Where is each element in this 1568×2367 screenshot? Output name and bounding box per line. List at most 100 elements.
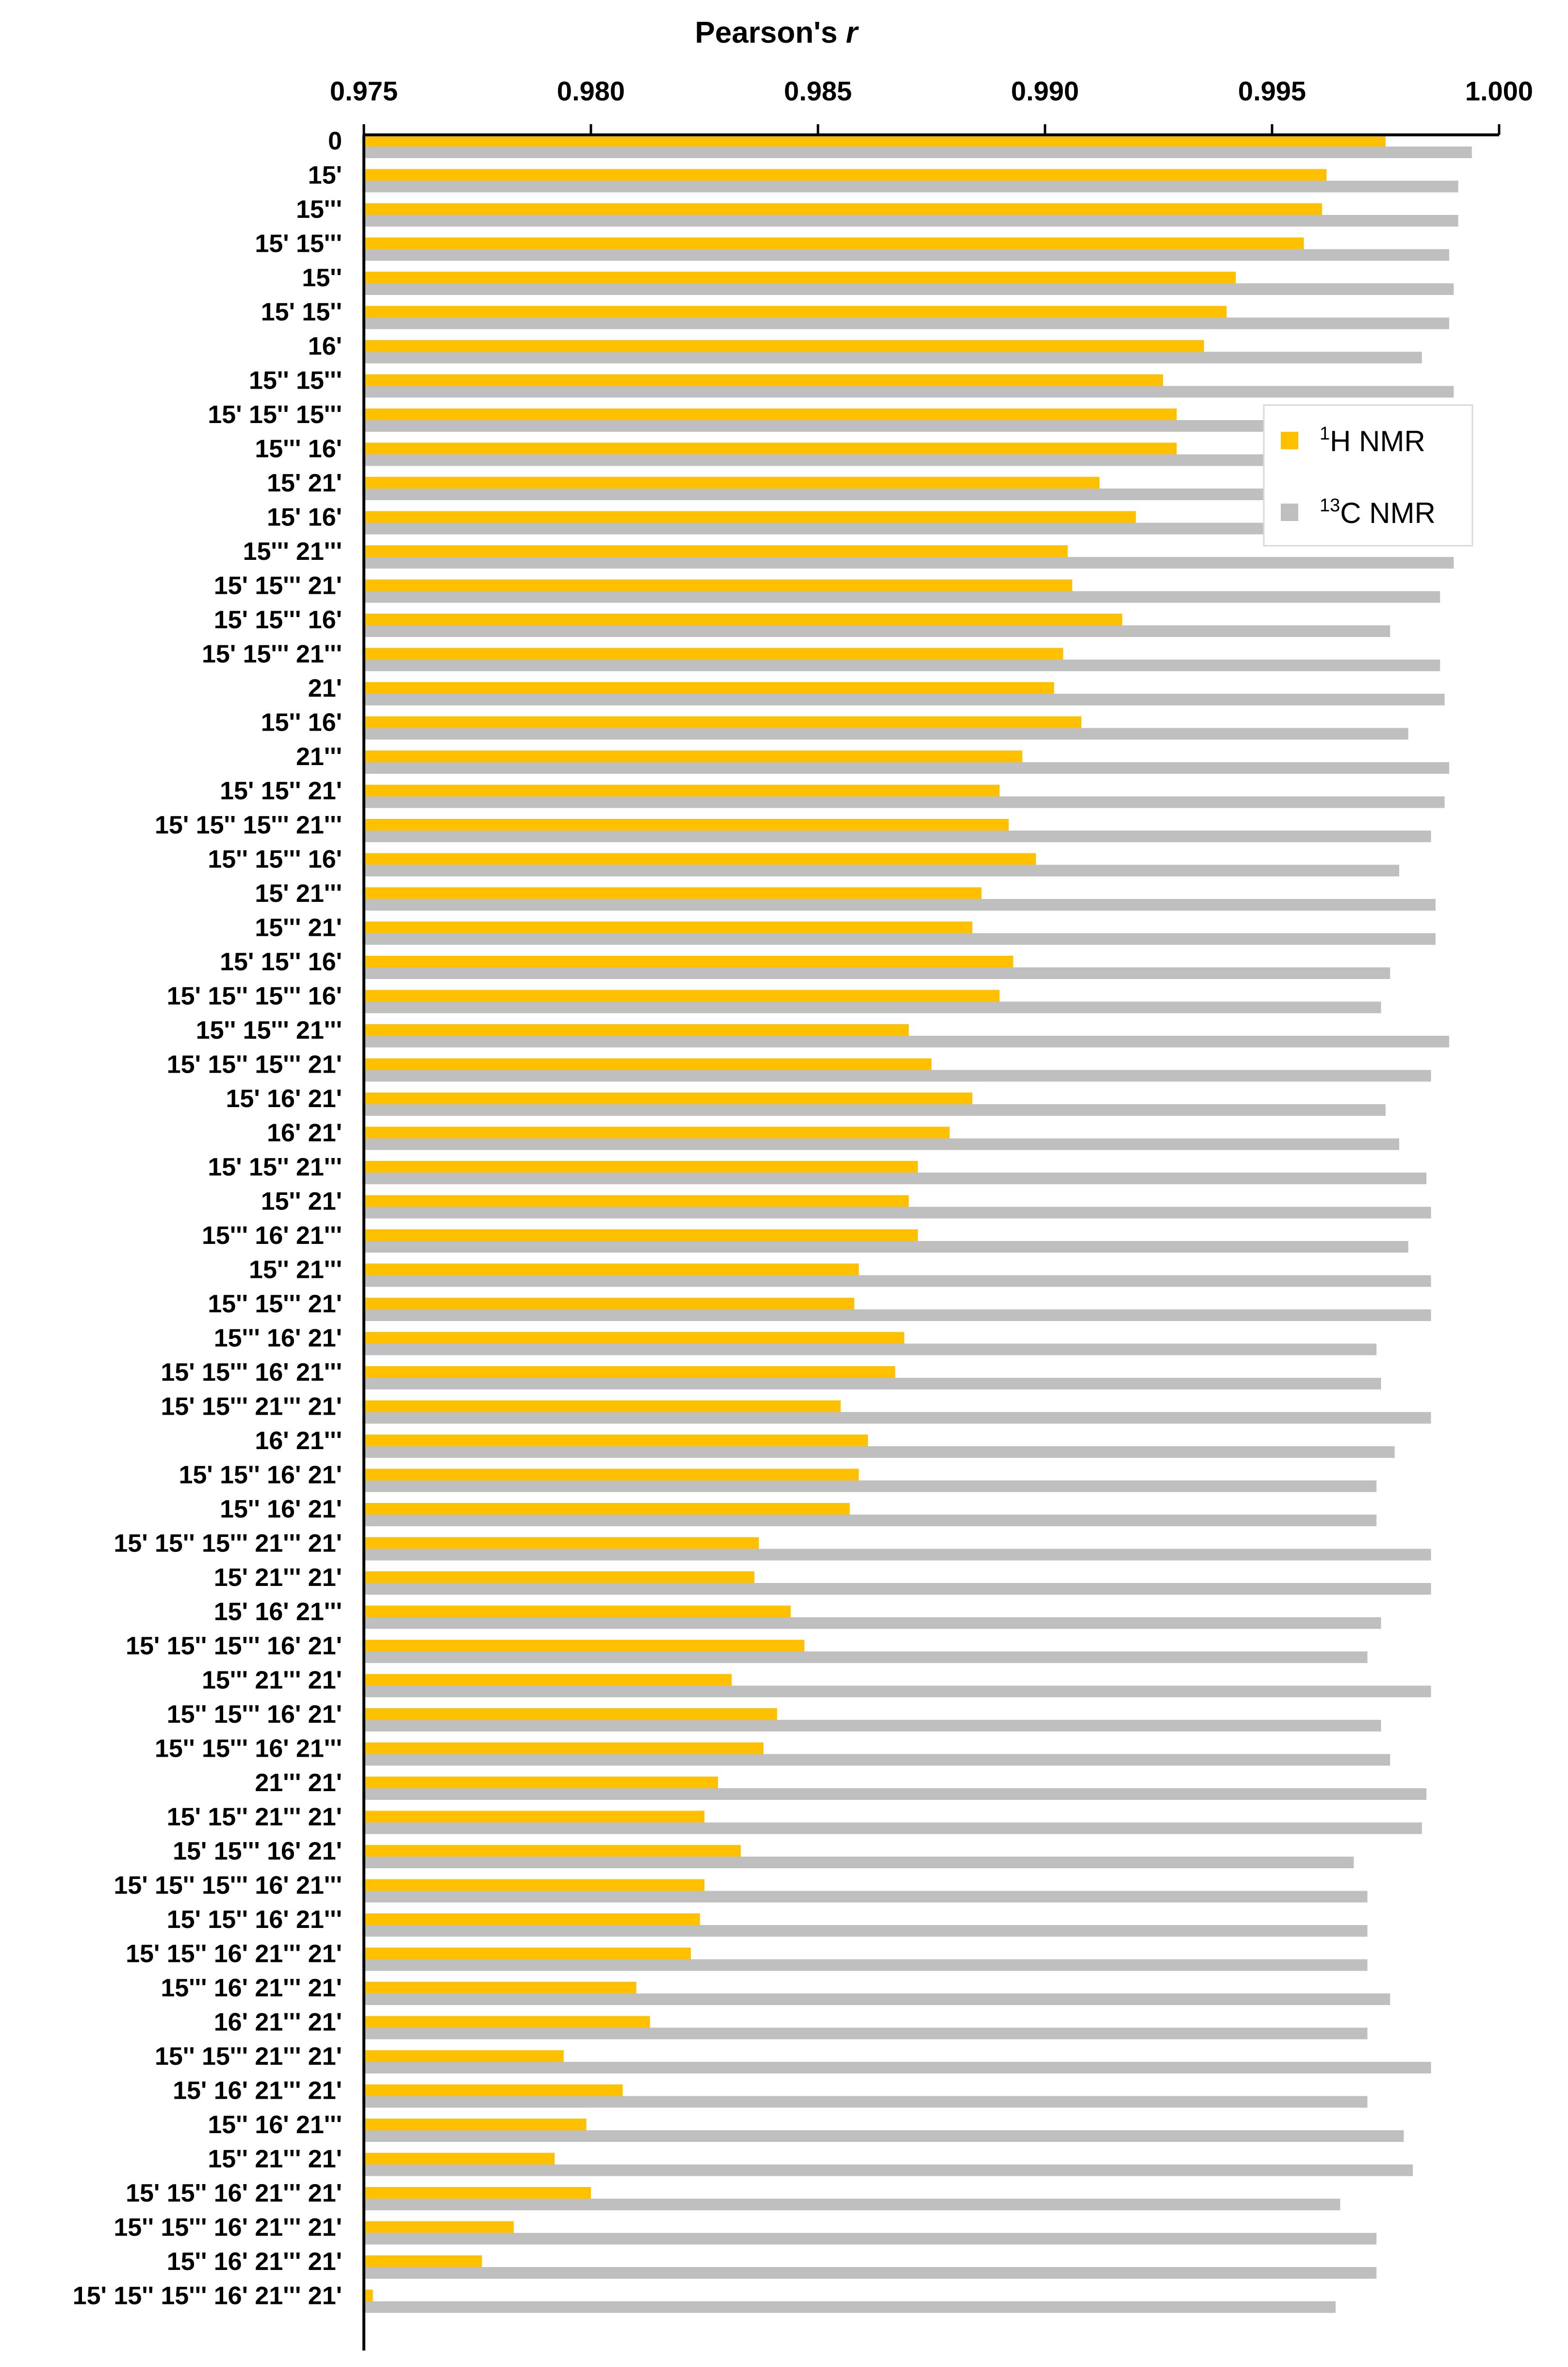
bar-1h-nmr — [364, 340, 1204, 352]
bar-13c-nmr — [364, 215, 1458, 227]
bar-1h-nmr — [364, 1571, 754, 1583]
bar-1h-nmr — [364, 1503, 850, 1515]
bar-1h-nmr — [364, 1640, 804, 1651]
category-label: 15'' 15''' — [249, 367, 342, 395]
category-label: 15'' 21''' 21' — [208, 2145, 342, 2173]
category-label: 15'' 16' 21''' — [208, 2111, 342, 2139]
bar-13c-nmr — [364, 796, 1445, 808]
category-label: 16' 21' — [267, 1119, 342, 1147]
category-label: 15' 15'' 15''' 16' 21''' 21' — [73, 2282, 342, 2310]
bar-1h-nmr — [364, 1195, 909, 1207]
bar-1h-nmr — [364, 648, 1063, 660]
bar-1h-nmr — [364, 1161, 918, 1173]
legend-label-1h: 1H NMR — [1320, 424, 1425, 457]
bar-1h-nmr — [364, 887, 981, 899]
category-label: 15' 16' — [267, 504, 342, 532]
category-label: 15''' 16' 21''' 21' — [161, 1974, 342, 2002]
legend-text: H NMR — [1330, 425, 1425, 457]
category-label: 15' 15'' 21''' — [208, 1153, 342, 1181]
bar-1h-nmr — [364, 614, 1123, 625]
legend-swatch-13c — [1281, 504, 1298, 521]
bar-1h-nmr — [364, 579, 1073, 591]
bar-1h-nmr — [364, 682, 1054, 694]
bar-1h-nmr — [364, 1400, 841, 1412]
x-axis-ticks: 0.975 0.980 0.985 0.990 0.995 1.000 — [330, 76, 1533, 135]
bar-13c-nmr — [364, 831, 1431, 842]
category-label: 15''' 21''' 21' — [202, 1666, 342, 1695]
category-label: 15' 15'' 16' 21''' — [167, 1906, 342, 1934]
category-label: 15' 15''' 21''' — [202, 640, 342, 669]
bar-1h-nmr — [364, 1605, 791, 1617]
bar-1h-nmr — [364, 408, 1177, 420]
x-tick-label: 0.975 — [330, 76, 398, 106]
bar-1h-nmr — [364, 1947, 691, 1959]
category-label: 15'' — [302, 264, 342, 292]
bar-1h-nmr — [364, 1229, 918, 1241]
category-label: 15' 15'' 15''' 16' 21''' — [114, 1872, 342, 1900]
bar-13c-nmr — [364, 1549, 1431, 1561]
bar-1h-nmr — [364, 1126, 950, 1139]
bar-13c-nmr — [364, 557, 1454, 569]
bar-13c-nmr — [364, 1685, 1431, 1698]
bar-1h-nmr — [364, 272, 1236, 283]
category-label: 15' 15''' 21''' 21' — [161, 1393, 342, 1421]
category-label: 21''' 21' — [255, 1769, 342, 1797]
bar-1h-nmr — [364, 477, 1100, 489]
bar-1h-nmr — [364, 853, 1036, 865]
bar-1h-nmr — [364, 1811, 704, 1823]
category-label: 15''' — [296, 196, 342, 224]
bar-1h-nmr — [364, 1913, 700, 1925]
bar-13c-nmr — [364, 1446, 1395, 1458]
category-label: 15'' 15''' 16' 21''' 21' — [114, 2214, 342, 2242]
category-label: 15'' 15''' 16' — [208, 846, 342, 874]
category-label: 15''' 16' 21''' — [202, 1222, 342, 1250]
category-label: 15' 15'' 15''' — [208, 401, 342, 429]
bar-1h-nmr — [364, 1332, 904, 1344]
bar-13c-nmr — [364, 1788, 1427, 1800]
category-label: 15' 15'' 15''' 16' 21' — [126, 1632, 342, 1660]
bar-13c-nmr — [364, 2233, 1377, 2245]
bar-13c-nmr — [364, 1343, 1377, 1355]
category-label: 15' 16' 21' — [226, 1085, 342, 1113]
bar-13c-nmr — [364, 1891, 1368, 1903]
category-label: 15''' 21''' — [243, 538, 342, 566]
legend: 1H NMR 13C NMR — [1263, 404, 1473, 547]
bar-1h-nmr — [364, 135, 1386, 147]
bar-13c-nmr — [364, 1515, 1377, 1526]
category-label: 16' — [308, 332, 342, 360]
bar-13c-nmr — [364, 317, 1450, 329]
category-label: 15' 15'' 16' 21' — [179, 1461, 342, 1489]
bar-13c-nmr — [364, 1993, 1390, 2005]
bar-13c-nmr — [364, 1822, 1422, 1834]
bar-1h-nmr — [364, 1777, 719, 1788]
bar-1h-nmr — [364, 2289, 373, 2302]
bar-1h-nmr — [364, 1982, 637, 1993]
bar-13c-nmr — [364, 1857, 1354, 1868]
category-label: 21''' — [296, 743, 342, 771]
category-label: 15' 16' 21''' — [214, 1598, 342, 1626]
bar-13c-nmr — [364, 1104, 1386, 1116]
legend-superscript: 13 — [1320, 495, 1340, 516]
legend-text: C NMR — [1340, 497, 1436, 529]
bar-13c-nmr — [364, 1138, 1400, 1150]
category-label: 15'' 15''' 21' — [208, 1290, 342, 1318]
x-tick-label: 0.995 — [1238, 76, 1306, 106]
legend-box — [1263, 404, 1473, 547]
bar-1h-nmr — [364, 1708, 777, 1720]
bar-13c-nmr — [364, 2130, 1404, 2142]
bars-group — [364, 135, 1472, 2313]
bar-13c-nmr — [364, 1617, 1381, 1629]
bar-13c-nmr — [364, 180, 1458, 193]
bar-1h-nmr — [364, 819, 1009, 831]
bar-13c-nmr — [364, 1480, 1377, 1492]
category-label: 15' 16' 21''' 21' — [173, 2077, 342, 2105]
x-tick-label: 0.985 — [784, 76, 852, 106]
category-label: 15' 15''' 16' — [214, 606, 342, 634]
category-label: 15''' 16' — [255, 435, 342, 463]
bar-13c-nmr — [364, 2199, 1340, 2210]
bar-1h-nmr — [364, 169, 1327, 181]
bar-13c-nmr — [364, 1036, 1450, 1047]
bar-1h-nmr — [364, 2221, 514, 2233]
category-label: 15'' 16' — [261, 709, 342, 737]
category-label: 15' 15''' — [255, 230, 342, 258]
